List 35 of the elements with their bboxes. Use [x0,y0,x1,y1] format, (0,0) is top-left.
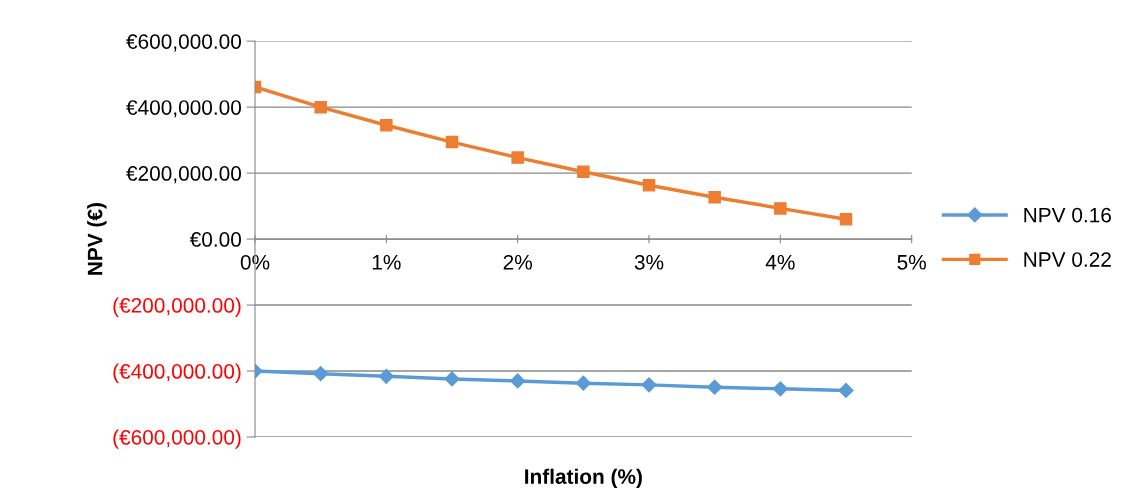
y-tick-label: (€200,000.00) [113,297,241,317]
point [838,382,854,399]
x-tick-label: 2% [503,254,532,270]
point [708,190,721,204]
point [445,135,459,149]
legend-label: NPV 0.22 [1024,252,1111,267]
point [577,165,590,179]
point [641,377,657,393]
point [575,375,591,391]
x-tick-label: 1% [372,255,401,270]
x-axis-title: Inflation (%) [525,468,642,489]
y-tick-label: €0.00 [189,232,242,247]
point [839,213,853,226]
y-axis-title: NPV (€) [87,203,107,275]
y-tick-label: €200,000.00 [126,166,242,184]
x-tick-label: 3% [634,254,664,270]
point [314,100,327,114]
point [707,379,723,395]
x-tick-label: 0% [240,254,270,270]
y-tick-label: (€400,000.00) [113,363,241,383]
y-tick-label: €600,000.00 [126,34,242,52]
point [313,366,329,382]
point [774,202,787,215]
legend-label: NPV 0.16 [1024,207,1111,223]
point [642,179,656,192]
point [378,368,394,384]
x-tick-label: 5% [897,255,926,270]
point [444,371,460,387]
x-tick-label: 4% [765,255,795,270]
point [380,119,393,132]
point [772,381,788,397]
point [510,373,526,389]
y-tick-label: €400,000.00 [126,100,242,118]
y-tick-label: (€600,000.00) [113,429,241,449]
point [511,151,524,164]
